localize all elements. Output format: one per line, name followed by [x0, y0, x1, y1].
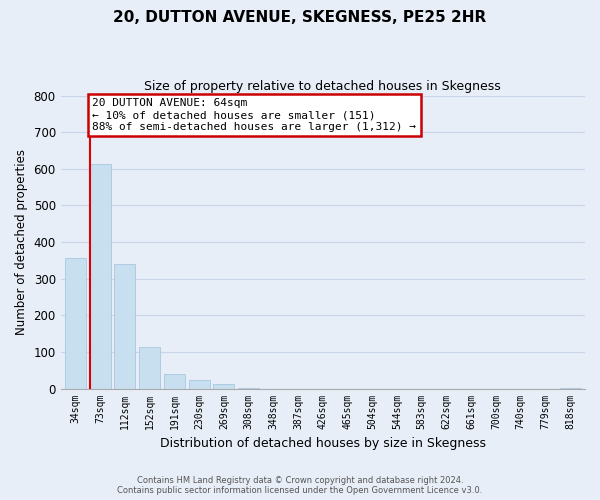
Y-axis label: Number of detached properties: Number of detached properties	[15, 149, 28, 335]
X-axis label: Distribution of detached houses by size in Skegness: Distribution of detached houses by size …	[160, 437, 486, 450]
Bar	[139, 347, 160, 389]
Bar	[164, 374, 185, 388]
Bar	[65, 258, 86, 388]
Bar	[214, 384, 235, 388]
Text: 20, DUTTON AVENUE, SKEGNESS, PE25 2HR: 20, DUTTON AVENUE, SKEGNESS, PE25 2HR	[113, 10, 487, 25]
Text: 20 DUTTON AVENUE: 64sqm
← 10% of detached houses are smaller (151)
88% of semi-d: 20 DUTTON AVENUE: 64sqm ← 10% of detache…	[92, 98, 416, 132]
Bar	[90, 164, 111, 388]
Text: Contains HM Land Registry data © Crown copyright and database right 2024.
Contai: Contains HM Land Registry data © Crown c…	[118, 476, 482, 495]
Bar	[115, 264, 136, 388]
Title: Size of property relative to detached houses in Skegness: Size of property relative to detached ho…	[145, 80, 501, 93]
Bar	[188, 380, 209, 388]
